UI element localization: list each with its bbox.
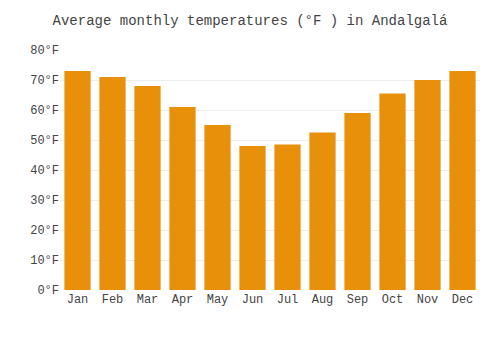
svg-text:0°F: 0°F <box>37 284 59 298</box>
svg-text:Apr: Apr <box>172 293 194 307</box>
svg-text:Oct: Oct <box>382 293 404 307</box>
svg-text:Jul: Jul <box>277 293 299 307</box>
svg-text:Aug: Aug <box>312 293 334 307</box>
svg-text:May: May <box>207 293 229 307</box>
svg-text:Dec: Dec <box>452 293 474 307</box>
svg-text:80°F: 80°F <box>30 44 59 58</box>
svg-text:70°F: 70°F <box>30 74 59 88</box>
svg-text:Jan: Jan <box>67 293 89 307</box>
svg-text:50°F: 50°F <box>30 134 59 148</box>
svg-text:Feb: Feb <box>102 293 124 307</box>
svg-text:40°F: 40°F <box>30 164 59 178</box>
svg-text:Sep: Sep <box>347 293 369 307</box>
svg-text:Nov: Nov <box>417 293 439 307</box>
svg-text:60°F: 60°F <box>30 104 59 118</box>
svg-text:20°F: 20°F <box>30 224 59 238</box>
svg-text:Jun: Jun <box>242 293 264 307</box>
svg-text:10°F: 10°F <box>30 254 59 268</box>
svg-text:30°F: 30°F <box>30 194 59 208</box>
svg-text:Mar: Mar <box>137 293 159 307</box>
svg-text:Average monthly temperatures (: Average monthly temperatures (°F ) in An… <box>53 13 448 29</box>
